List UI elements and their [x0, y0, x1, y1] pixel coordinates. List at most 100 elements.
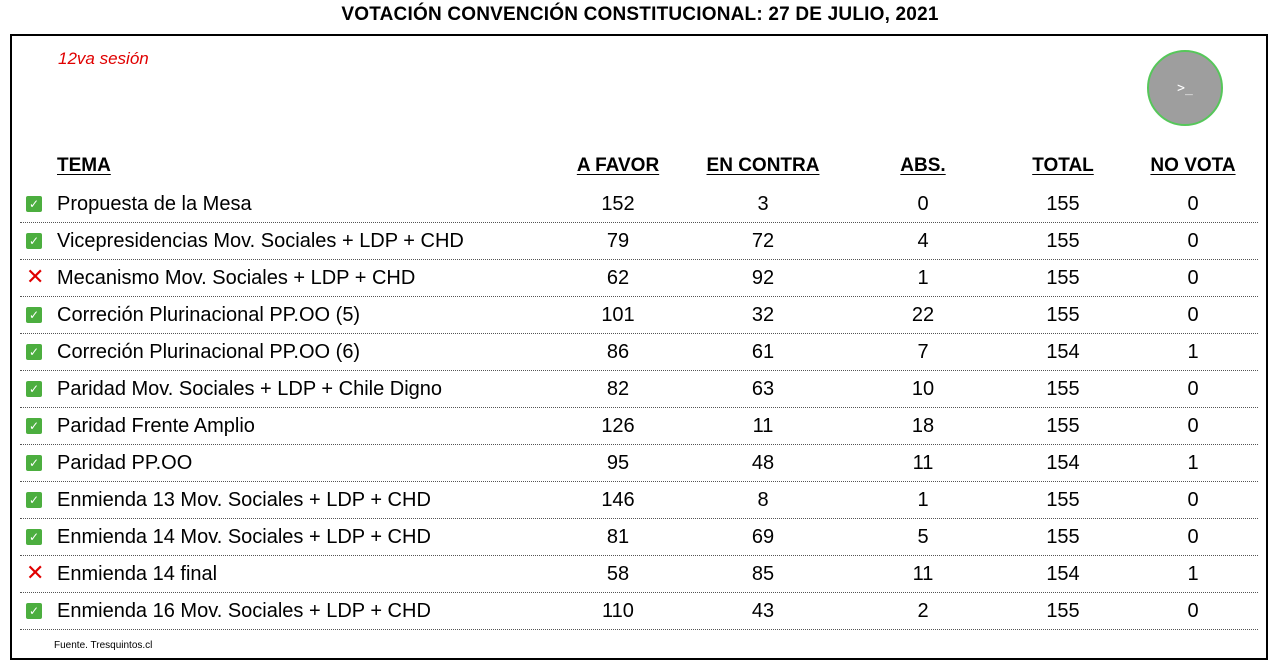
cell-total: 155 — [1046, 489, 1080, 511]
table-row: ✕ Mecanismo Mov. Sociales + LDP + CHD 62 92… — [20, 260, 1258, 297]
cell-tema: Enmienda 13 Mov. Sociales + LDP + CHD — [57, 489, 431, 511]
cell-no-vota: 0 — [1187, 526, 1199, 548]
cell-total: 155 — [1046, 526, 1080, 548]
cell-no-vota: 0 — [1187, 230, 1199, 252]
cell-no-vota: 1 — [1187, 563, 1199, 585]
cell-a-favor: 86 — [606, 341, 630, 363]
cell-tema: Paridad Mov. Sociales + LDP + Chile Dign… — [57, 378, 443, 400]
header-abs: ABS. — [900, 155, 946, 176]
table-row: ✓ Paridad Mov. Sociales + LDP + Chile Dig… — [20, 371, 1258, 408]
page-title: VOTACIÓN CONVENCIÓN CONSTITUCIONAL: 27 D… — [341, 4, 939, 25]
source-note: Fuente. Tresquintos.cl — [54, 640, 153, 651]
approved-check-icon: ✓ — [26, 492, 42, 508]
approved-check-icon: ✓ — [26, 196, 42, 212]
cell-no-vota: 0 — [1187, 489, 1199, 511]
cell-tema: Correción Plurinacional PP.OO (6) — [57, 341, 361, 363]
cell-abs: 22 — [911, 304, 935, 326]
cell-no-vota: 1 — [1187, 341, 1199, 363]
cell-en-contra: 3 — [757, 193, 769, 215]
cell-total: 154 — [1046, 341, 1080, 363]
cell-total: 155 — [1046, 304, 1080, 326]
vote-table-panel: 12va sesión >_ TEMA A FAVOR EN CONTRA AB… — [10, 34, 1268, 660]
cell-a-favor: 110 — [602, 600, 634, 622]
table-row: ✓ Correción Plurinacional PP.OO (5) 101 32 2… — [20, 297, 1258, 334]
cell-total: 155 — [1046, 415, 1080, 437]
cell-total: 154 — [1046, 452, 1080, 474]
cell-no-vota: 0 — [1187, 193, 1199, 215]
cell-en-contra: 32 — [751, 304, 775, 326]
cell-a-favor: 58 — [606, 563, 630, 585]
cell-tema: Propuesta de la Mesa — [57, 193, 252, 215]
approved-check-icon: ✓ — [26, 529, 42, 545]
cell-a-favor: 62 — [606, 267, 630, 289]
cell-abs: 11 — [912, 563, 934, 585]
cell-tema: Correción Plurinacional PP.OO (5) — [57, 304, 361, 326]
cell-no-vota: 0 — [1187, 600, 1199, 622]
cell-abs: 0 — [917, 193, 929, 215]
approved-check-icon: ✓ — [26, 344, 42, 360]
cell-abs: 1 — [917, 267, 929, 289]
table-row: ✓ Vicepresidencias Mov. Sociales + LDP + … — [20, 223, 1258, 260]
cell-abs: 7 — [917, 341, 929, 363]
cell-abs: 5 — [917, 526, 929, 548]
cell-a-favor: 146 — [601, 489, 635, 511]
terminal-button[interactable]: >_ — [1147, 50, 1223, 126]
cell-a-favor: 81 — [606, 526, 630, 548]
approved-check-icon: ✓ — [26, 418, 42, 434]
cell-total: 155 — [1046, 193, 1080, 215]
table-row: ✓ Paridad PP.OO 95 48 11 154 1 — [20, 445, 1258, 482]
approved-check-icon: ✓ — [26, 603, 42, 619]
header-en-contra: EN CONTRA — [706, 155, 820, 176]
table-row: ✓ Paridad Frente Amplio 126 11 18 155 0 — [20, 408, 1258, 445]
cell-abs: 4 — [917, 230, 929, 252]
cell-en-contra: 69 — [751, 526, 775, 548]
rejected-cross-icon: ✕ — [26, 560, 45, 585]
cell-tema: Mecanismo Mov. Sociales + LDP + CHD — [57, 267, 416, 289]
table-row: ✕ Enmienda 14 final 58 85 11 154 1 — [20, 556, 1258, 593]
header-a-favor: A FAVOR — [576, 155, 660, 176]
cell-tema: Enmienda 14 final — [57, 563, 218, 585]
cell-no-vota: 1 — [1187, 452, 1199, 474]
cell-total: 155 — [1046, 600, 1080, 622]
table-row: ✓ Correción Plurinacional PP.OO (6) 86 61 7 1… — [20, 334, 1258, 371]
cell-tema: Enmienda 14 Mov. Sociales + LDP + CHD — [57, 526, 431, 548]
cell-no-vota: 0 — [1187, 378, 1199, 400]
table-row: ✓ Propuesta de la Mesa 152 3 0 155 0 — [20, 186, 1258, 223]
cell-en-contra: 48 — [751, 452, 775, 474]
cell-a-favor: 101 — [601, 304, 635, 326]
cell-abs: 10 — [911, 378, 935, 400]
cell-abs: 18 — [911, 415, 935, 437]
table-row: ✓ Enmienda 13 Mov. Sociales + LDP + CHD 14… — [20, 482, 1258, 519]
rejected-cross-icon: ✕ — [26, 264, 45, 289]
cell-en-contra: 43 — [751, 600, 775, 622]
approved-check-icon: ✓ — [26, 307, 42, 323]
cell-no-vota: 0 — [1187, 304, 1199, 326]
cell-total: 155 — [1046, 378, 1080, 400]
approved-check-icon: ✓ — [26, 233, 42, 249]
cell-en-contra: 61 — [751, 341, 775, 363]
cell-a-favor: 79 — [606, 230, 630, 252]
header-tema: TEMA — [57, 155, 111, 176]
cell-no-vota: 0 — [1187, 267, 1199, 289]
cell-en-contra: 11 — [752, 415, 774, 437]
cell-abs: 1 — [917, 489, 929, 511]
approved-check-icon: ✓ — [26, 455, 42, 471]
table-row: ✓ Enmienda 16 Mov. Sociales + LDP + CHD 11… — [20, 593, 1258, 630]
cell-en-contra: 92 — [751, 267, 775, 289]
cell-tema: Vicepresidencias Mov. Sociales + LDP + C… — [57, 230, 464, 252]
cell-en-contra: 85 — [751, 563, 775, 585]
table-row: ✓ Enmienda 14 Mov. Sociales + LDP + CHD 81… — [20, 519, 1258, 556]
header-no-vota: NO VOTA — [1150, 155, 1236, 176]
header-total: TOTAL — [1032, 155, 1094, 176]
approved-check-icon: ✓ — [26, 381, 42, 397]
cell-tema: Enmienda 16 Mov. Sociales + LDP + CHD — [57, 600, 431, 622]
terminal-icon: >_ — [1177, 80, 1193, 96]
cell-en-contra: 72 — [751, 230, 775, 252]
cell-no-vota: 0 — [1187, 415, 1199, 437]
cell-total: 155 — [1046, 267, 1080, 289]
cell-total: 155 — [1046, 230, 1080, 252]
cell-total: 154 — [1046, 563, 1080, 585]
cell-a-favor: 126 — [601, 415, 635, 437]
session-label: 12va sesión — [58, 49, 149, 68]
cell-abs: 2 — [917, 600, 929, 622]
